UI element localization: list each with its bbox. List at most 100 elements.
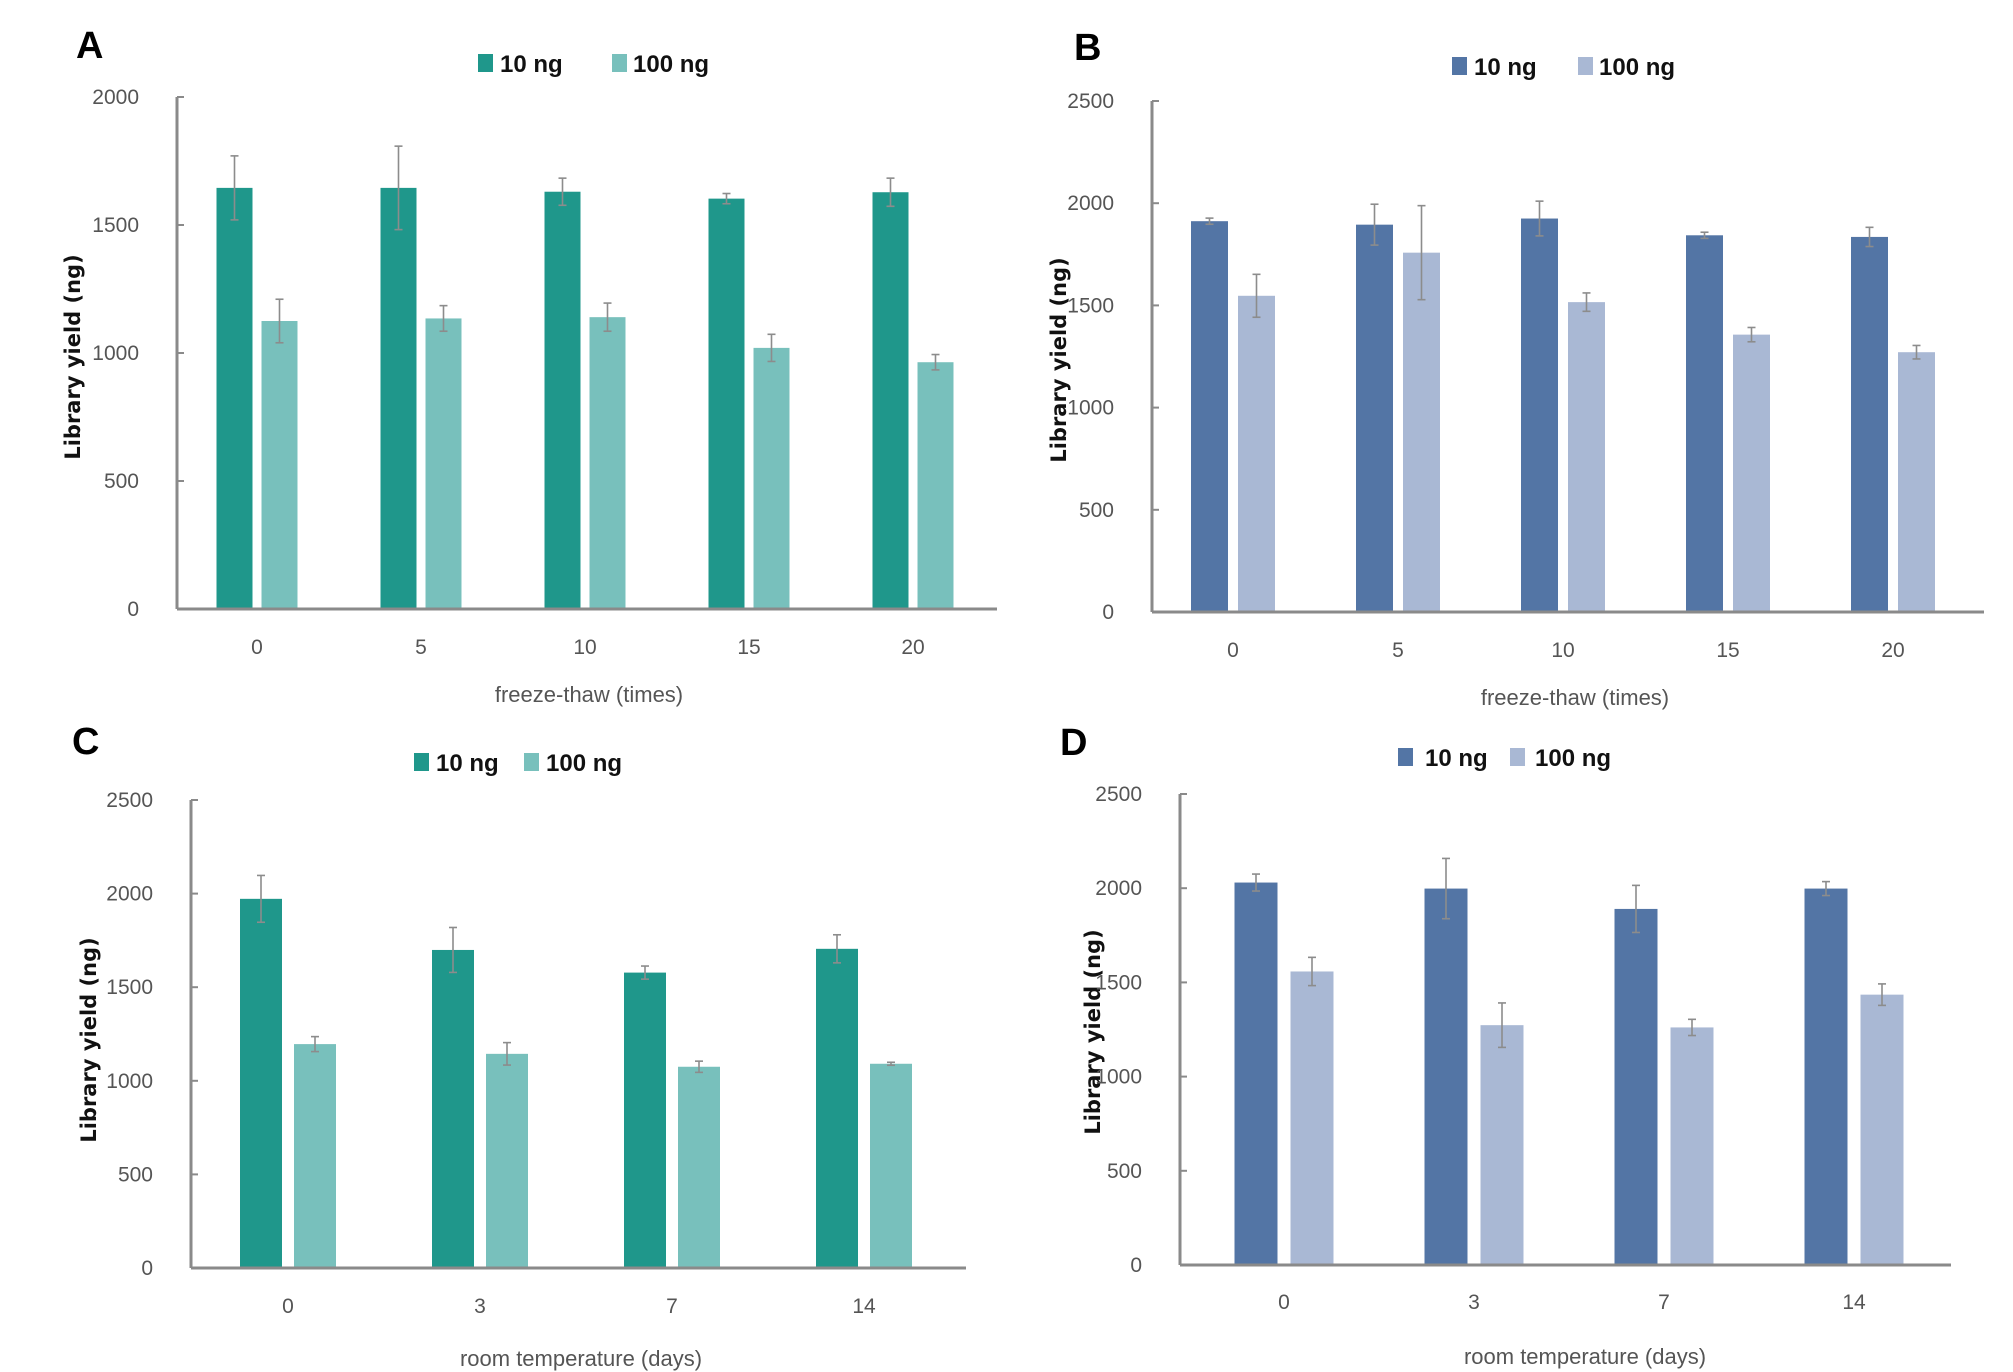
bar-10ng-10	[1521, 218, 1558, 612]
y-tick-label: 1500	[1095, 971, 1142, 994]
x-tick-label: 14	[852, 1295, 876, 1318]
x-tick-label: 15	[737, 636, 760, 659]
y-tick-label: 500	[118, 1163, 153, 1186]
y-tick-label: 0	[1130, 1254, 1142, 1277]
y-axis-title: Library yield (ng)	[77, 937, 101, 1142]
x-tick-label: 5	[1392, 639, 1404, 662]
x-tick-label: 10	[573, 636, 596, 659]
bar-10ng-5	[1356, 224, 1393, 613]
panel-d: D 10 ng 100 ng room temperature (days) L…	[1060, 722, 1951, 1369]
x-tick-label: 14	[1842, 1291, 1866, 1314]
y-axis-title: Library yield (ng)	[1081, 929, 1105, 1134]
x-tick-label: 15	[1716, 639, 1739, 662]
y-tick-label: 1000	[1095, 1066, 1142, 1089]
y-tick-label: 1000	[106, 1070, 153, 1093]
plot-area: 0 500 1000 1500 2000 2500 0 3 7 14	[106, 789, 966, 1318]
x-tick-label: 10	[1551, 639, 1574, 662]
legend-swatch-100ng	[1510, 748, 1525, 766]
panel-label: D	[1060, 722, 1087, 764]
plot-area: 0 500 1000 1500 2000 0 5 10 15 20	[92, 86, 997, 659]
y-axis-title: Library yield (ng)	[1047, 257, 1071, 462]
x-axis-title: freeze-thaw (times)	[1481, 685, 1669, 710]
x-tick-label: 0	[1278, 1291, 1290, 1314]
bar-100ng-20	[1898, 352, 1935, 612]
bar-100ng-0	[261, 321, 298, 609]
bar-100ng-7	[678, 1066, 720, 1268]
x-tick-label: 7	[1658, 1291, 1670, 1314]
y-tick-label: 2500	[106, 789, 153, 812]
x-axis-title: room temperature (days)	[1464, 1344, 1706, 1369]
x-tick-label: 0	[1227, 639, 1239, 662]
legend-swatch-100ng	[1578, 57, 1593, 75]
y-tick-label: 500	[1107, 1160, 1142, 1183]
panel-label: A	[76, 25, 103, 67]
x-axis-title: room temperature (days)	[460, 1346, 702, 1371]
panel-a: A 10 ng 100 ng freeze-thaw (times) Libra…	[61, 25, 997, 707]
legend-label-100ng: 100 ng	[1535, 745, 1611, 772]
bar-10ng-15	[1686, 235, 1723, 612]
bar-10ng-14	[1804, 888, 1848, 1265]
bar-100ng-14	[870, 1063, 912, 1268]
legend-swatch-100ng	[524, 753, 539, 771]
x-tick-label: 5	[415, 636, 427, 659]
bar-10ng-20	[872, 192, 909, 609]
legend-swatch-10ng	[1452, 57, 1467, 75]
panel-b: B 10 ng 100 ng freeze-thaw (times) Libra…	[1047, 27, 1984, 710]
y-tick-label: 0	[141, 1257, 153, 1280]
bar-10ng-0	[240, 898, 282, 1268]
bar-100ng-0	[294, 1044, 336, 1268]
bar-100ng-3	[486, 1053, 528, 1268]
x-tick-label: 0	[282, 1295, 294, 1318]
bar-100ng-10	[589, 317, 626, 609]
legend-label-100ng: 100 ng	[1599, 54, 1675, 81]
legend-label-10ng: 10 ng	[1474, 54, 1537, 81]
legend-swatch-10ng	[1398, 748, 1413, 766]
x-tick-label: 7	[666, 1295, 678, 1318]
y-tick-label: 500	[104, 470, 139, 493]
bar-100ng-3	[1480, 1025, 1524, 1265]
x-tick-label: 0	[251, 636, 263, 659]
bar-100ng-20	[917, 362, 954, 609]
y-tick-label: 2000	[1067, 192, 1114, 215]
y-tick-label: 2500	[1095, 783, 1142, 806]
legend-swatch-10ng	[414, 753, 429, 771]
bar-10ng-7	[1614, 908, 1658, 1265]
legend-swatch-10ng	[478, 54, 493, 72]
bar-10ng-15	[708, 198, 745, 609]
y-tick-label: 2000	[1095, 877, 1142, 900]
bar-10ng-3	[432, 949, 474, 1268]
y-tick-label: 1000	[92, 342, 139, 365]
bar-100ng-14	[1860, 994, 1904, 1265]
bar-10ng-20	[1851, 236, 1888, 612]
x-tick-label: 20	[1881, 639, 1904, 662]
y-tick-label: 1500	[106, 976, 153, 999]
legend-label-10ng: 10 ng	[1425, 745, 1488, 772]
bar-100ng-15	[1733, 334, 1770, 612]
legend-swatch-100ng	[612, 54, 627, 72]
legend-label-100ng: 100 ng	[546, 750, 622, 777]
y-tick-label: 1500	[92, 214, 139, 237]
x-axis-title: freeze-thaw (times)	[495, 682, 683, 707]
bar-10ng-14	[816, 948, 858, 1268]
bar-100ng-10	[1568, 302, 1605, 612]
panel-label: C	[72, 721, 99, 763]
x-tick-label: 3	[474, 1295, 486, 1318]
bar-10ng-0	[1234, 882, 1278, 1265]
bar-10ng-7	[624, 972, 666, 1268]
panel-c: C 10 ng 100 ng room temperature (days) L…	[72, 721, 966, 1371]
y-tick-label: 2000	[92, 86, 139, 109]
bar-10ng-5	[380, 187, 417, 609]
y-tick-label: 1000	[1067, 397, 1114, 420]
y-axis-title: Library yield (ng)	[61, 254, 85, 459]
bar-10ng-0	[216, 187, 253, 609]
bar-10ng-3	[1424, 888, 1468, 1265]
bar-100ng-15	[753, 347, 790, 609]
y-tick-label: 2000	[106, 883, 153, 906]
plot-area: 0 500 1000 1500 2000 2500 0 3 7 14	[1095, 783, 1951, 1314]
x-tick-label: 20	[901, 636, 924, 659]
bar-100ng-5	[1403, 252, 1440, 612]
bar-10ng-0	[1191, 221, 1228, 612]
bar-100ng-5	[425, 318, 462, 609]
bar-100ng-7	[1670, 1027, 1714, 1265]
